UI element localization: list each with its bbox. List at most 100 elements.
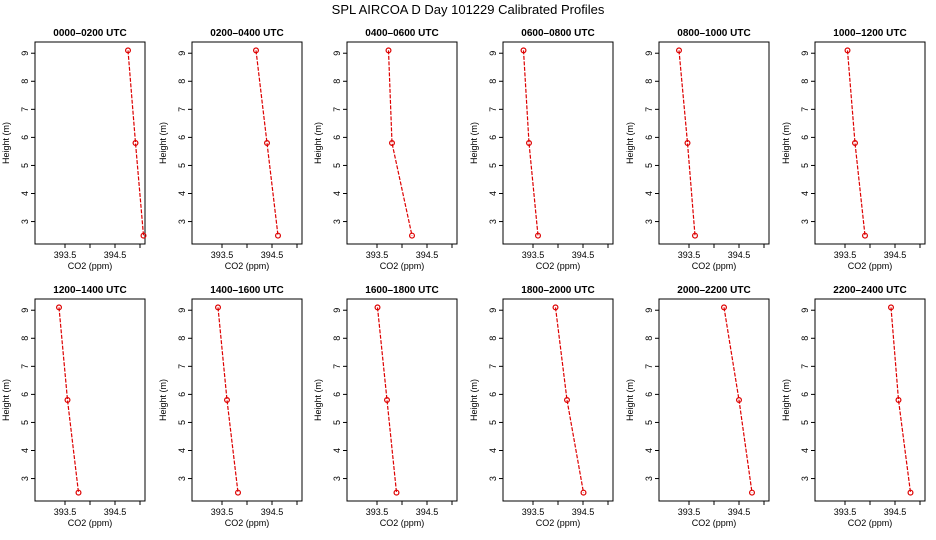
plot-frame	[502, 41, 614, 245]
data-point	[525, 140, 532, 147]
y-tick-label: 4	[177, 448, 187, 453]
y-tick-label: 8	[488, 336, 498, 341]
y-axis-label: Height (m)	[158, 122, 168, 164]
y-tick-label: 3	[644, 476, 654, 481]
panel-title: 1400–1600 UTC	[210, 285, 283, 296]
x-tick-label: 393.5	[211, 507, 234, 517]
x-tick-label: 394.5	[728, 250, 751, 260]
y-tick-label: 3	[644, 219, 654, 224]
y-axis-label: Height (m)	[781, 122, 791, 164]
x-tick-label: 393.5	[366, 250, 389, 260]
x-axis-label: CO2 (ppm)	[692, 518, 737, 528]
y-tick-label: 7	[800, 364, 810, 369]
plot-frame	[34, 41, 146, 245]
plot-frame	[191, 41, 303, 245]
y-tick-label: 5	[20, 163, 30, 168]
y-tick-label: 7	[177, 364, 187, 369]
y-tick-label: 8	[644, 79, 654, 84]
plot-frame	[658, 298, 770, 502]
y-tick-label: 9	[800, 51, 810, 56]
x-tick-label: 394.5	[104, 507, 127, 517]
y-tick-label: 8	[177, 336, 187, 341]
y-tick-label: 6	[488, 392, 498, 397]
panel: 1800–2000 UTC 393.5 394.5 3 4 5 6 7 8 9 CO2 (ppm) H…	[469, 285, 614, 528]
x-tick-label: 393.5	[678, 250, 701, 260]
profile-line	[217, 307, 239, 493]
data-point	[691, 232, 698, 239]
panel: 1200–1400 UTC 393.5 394.5 3 4 5 6 7 8 9 CO2 (ppm) H…	[1, 285, 146, 528]
y-tick-label: 6	[177, 392, 187, 397]
data-point	[253, 47, 260, 54]
y-tick-label: 8	[177, 79, 187, 84]
y-tick-label: 7	[177, 107, 187, 112]
y-tick-label: 7	[800, 107, 810, 112]
y-tick-label: 8	[332, 336, 342, 341]
y-tick-label: 8	[20, 336, 30, 341]
y-tick-label: 3	[20, 476, 30, 481]
y-tick-label: 9	[20, 308, 30, 313]
panels-container: 0000–0200 UTC 393.5 394.5 3 4 5 6 7 8 9 CO2 (ppm) H…	[1, 28, 926, 528]
y-tick-label: 7	[332, 364, 342, 369]
x-tick-label: 393.5	[211, 250, 234, 260]
y-tick-label: 7	[488, 107, 498, 112]
x-tick-label: 394.5	[572, 507, 595, 517]
x-axis-label: CO2 (ppm)	[536, 261, 581, 271]
y-tick-label: 5	[644, 420, 654, 425]
x-tick-label: 393.5	[366, 507, 389, 517]
x-tick-label: 394.5	[104, 250, 127, 260]
data-point	[235, 489, 242, 496]
x-axis-label: CO2 (ppm)	[225, 261, 270, 271]
data-point	[275, 232, 282, 239]
y-tick-label: 8	[800, 79, 810, 84]
y-tick-label: 5	[800, 420, 810, 425]
y-tick-label: 4	[20, 191, 30, 196]
y-tick-label: 4	[332, 448, 342, 453]
y-tick-label: 4	[644, 191, 654, 196]
y-tick-label: 9	[800, 308, 810, 313]
panel-title: 1000–1200 UTC	[833, 28, 906, 39]
plot-frame	[346, 298, 458, 502]
y-tick-label: 5	[488, 420, 498, 425]
y-tick-label: 6	[800, 392, 810, 397]
data-point	[385, 47, 392, 54]
panel-title: 1600–1800 UTC	[365, 285, 438, 296]
panel-title: 1200–1400 UTC	[53, 285, 126, 296]
panel: 0400–0600 UTC 393.5 394.5 3 4 5 6 7 8 9 CO2 (ppm) H…	[313, 28, 458, 271]
plot-frame	[814, 41, 926, 245]
panel-title: 0400–0600 UTC	[365, 28, 438, 39]
y-tick-label: 6	[332, 135, 342, 140]
y-tick-label: 9	[332, 308, 342, 313]
panel: 1400–1600 UTC 393.5 394.5 3 4 5 6 7 8 9 CO2 (ppm) H…	[158, 285, 303, 528]
data-point	[851, 140, 858, 147]
x-tick-label: 394.5	[884, 250, 907, 260]
data-point	[552, 304, 559, 311]
y-tick-label: 5	[20, 420, 30, 425]
panel-title: 0200–0400 UTC	[210, 28, 283, 39]
y-tick-label: 7	[332, 107, 342, 112]
data-point	[55, 304, 62, 311]
y-tick-label: 9	[488, 308, 498, 313]
x-axis-label: CO2 (ppm)	[380, 518, 425, 528]
y-tick-label: 3	[177, 219, 187, 224]
y-axis-label: Height (m)	[625, 379, 635, 421]
y-tick-label: 6	[20, 135, 30, 140]
x-axis-label: CO2 (ppm)	[380, 261, 425, 271]
profile-line	[58, 307, 80, 493]
x-tick-label: 393.5	[54, 250, 77, 260]
panel-title: 2000–2200 UTC	[677, 285, 750, 296]
y-tick-label: 3	[332, 219, 342, 224]
x-tick-label: 393.5	[54, 507, 77, 517]
panel: 2000–2200 UTC 393.5 394.5 3 4 5 6 7 8 9 CO2 (ppm) H…	[625, 285, 770, 528]
panel-title: 0000–0200 UTC	[53, 28, 126, 39]
y-tick-label: 6	[20, 392, 30, 397]
y-tick-label: 7	[20, 364, 30, 369]
y-tick-label: 9	[177, 51, 187, 56]
x-tick-label: 394.5	[728, 507, 751, 517]
plot-frame	[191, 298, 303, 502]
data-point	[684, 140, 691, 147]
y-tick-label: 9	[488, 51, 498, 56]
data-point	[861, 232, 868, 239]
x-tick-label: 393.5	[834, 507, 857, 517]
x-axis-label: CO2 (ppm)	[68, 261, 113, 271]
y-tick-label: 5	[332, 420, 342, 425]
